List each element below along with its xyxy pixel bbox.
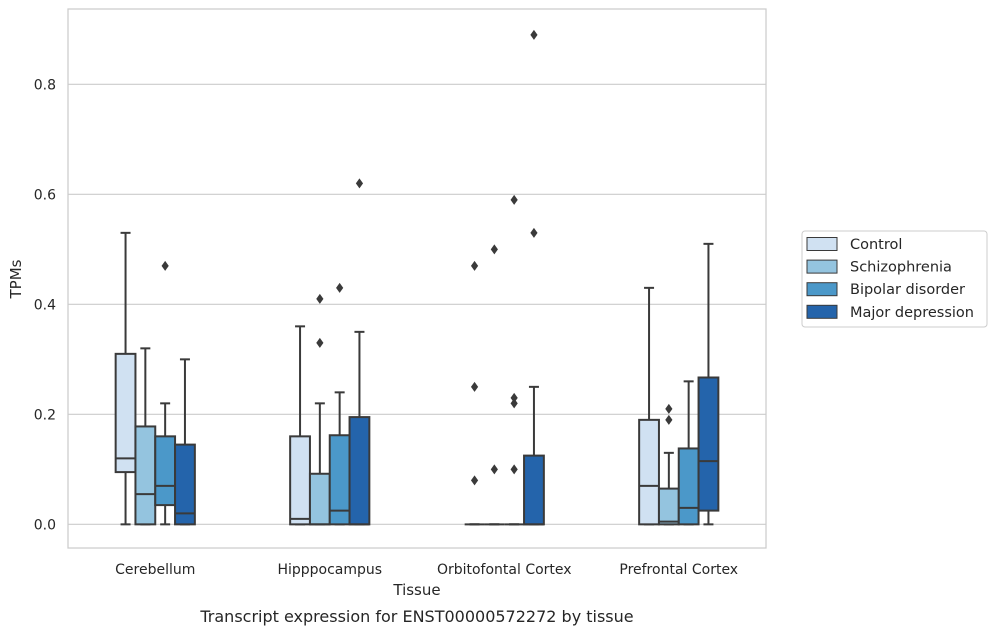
y-axis-label: TPMs [7,259,25,299]
legend-label: Control [850,237,902,253]
outlier-point [510,194,518,205]
outlier-point [470,381,479,392]
box-schizophrenia [134,347,157,526]
y-tick-label: 0.4 [34,297,56,313]
x-tick-label: Hipppocampus [277,562,382,578]
box-body [657,487,680,526]
box-body [308,472,331,526]
legend-frame [801,230,988,328]
x-tick-label: Orbitofontal Cortex [437,562,572,578]
outlier-point [510,464,518,475]
box-body [114,352,137,474]
outlier-point [530,227,538,238]
x-tick-label: Cerebellum [115,562,195,578]
box-schizophrenia [484,244,505,526]
outlier-point [470,260,479,271]
outlier-point [490,464,498,475]
x-axis-ticks: Cerebellum Hipppocampus Orbitofontal Corte… [115,562,738,578]
legend-label: Major depression [850,305,974,321]
outlier-point [355,178,364,189]
outlier-point [316,293,324,304]
x-tick-label: Prefrontal Cortex [619,562,738,578]
legend-label: Schizophrenia [850,260,952,276]
outlier-point [665,414,673,425]
outlier-point [470,475,479,486]
outlier-point [316,337,324,348]
box-bipolar-disorder [328,282,351,526]
y-tick-label: 0.2 [34,407,56,423]
outlier-point [510,398,518,409]
y-tick-label: 0.6 [34,187,56,203]
legend-label: Bipolar disorder [850,282,965,298]
box-control [638,286,660,526]
outlier-point [510,392,518,403]
box-body [638,418,660,526]
box-plot-area [114,29,720,526]
box-control [114,231,137,526]
legend: Control Schizophrenia Bipolar disorder Majo… [801,230,988,328]
y-tick-label: 0.8 [34,77,56,93]
box-schizophrenia [657,403,680,526]
box-bipolar-disorder [504,194,525,526]
box-body [697,376,720,512]
box-control [289,325,311,526]
box-schizophrenia [308,293,331,526]
outlier-point [665,403,673,414]
box-body [154,435,177,507]
y-axis-ticks: 0.0 0.2 0.4 0.6 0.8 [34,77,56,533]
outlier-point [336,282,344,293]
legend-swatch [806,304,838,319]
box-major-depression [348,178,371,526]
box-body [677,447,700,526]
box-body [134,425,157,526]
legend-swatch [806,237,838,251]
x-axis-label: Tissue [392,581,440,599]
legend-swatch [806,259,838,274]
box-major-depression [174,358,196,526]
box-major-depression [523,29,545,526]
plot-frame [67,8,767,549]
box-control [464,260,485,526]
box-major-depression [697,242,720,526]
outlier-point [530,29,538,40]
chart-caption: Transcript expression for ENST0000057227… [199,607,633,626]
outlier-point [490,244,498,255]
legend-swatch [806,282,838,297]
box-body [174,443,196,526]
box-bipolar-disorder [677,380,700,526]
box-body [289,435,311,526]
box-body [348,416,371,526]
box-bipolar-disorder [154,260,177,526]
outlier-point [161,260,169,271]
y-tick-label: 0.0 [34,517,56,533]
box-body [523,454,545,526]
